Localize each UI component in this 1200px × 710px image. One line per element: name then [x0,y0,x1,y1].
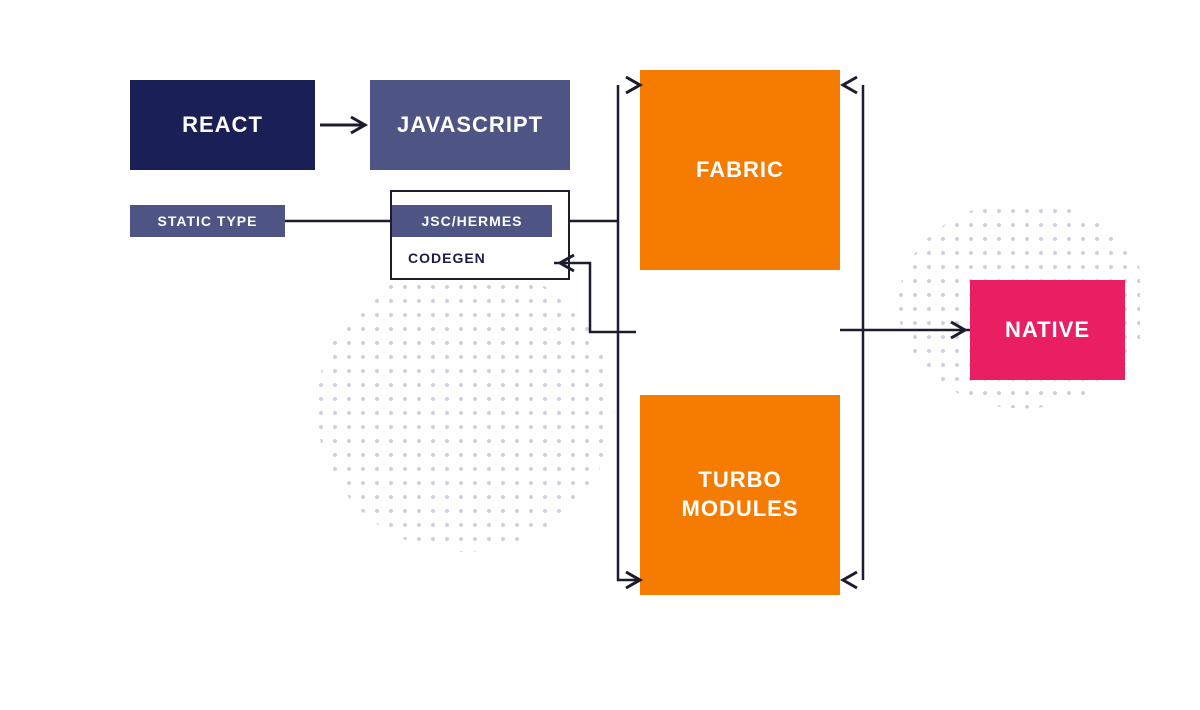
codegen-frame [390,190,570,280]
node-native-label: NATIVE [1005,317,1090,343]
node-native: NATIVE [970,280,1125,380]
node-turbo-modules-label: TURBOMODULES [682,466,799,523]
node-turbo-modules: TURBOMODULES [640,395,840,595]
dots-cluster-1 [300,280,630,600]
node-codegen-label: CODEGEN [408,250,486,266]
node-javascript: JAVASCRIPT [370,80,570,170]
node-javascript-label: JAVASCRIPT [397,112,543,138]
node-fabric-label: FABRIC [696,157,784,183]
node-fabric: FABRIC [640,70,840,270]
node-react: REACT [130,80,315,170]
node-static-type: STATIC TYPE [130,205,285,237]
node-static-type-label: STATIC TYPE [158,213,258,229]
node-react-label: REACT [182,112,263,138]
